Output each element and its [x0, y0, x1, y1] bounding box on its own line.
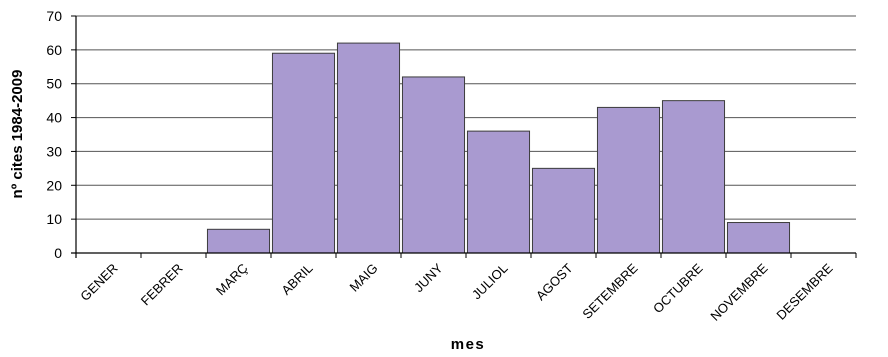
- y-tick-label: 10: [46, 211, 62, 227]
- bar-juny: [401, 76, 466, 254]
- bar-abril: [271, 52, 336, 254]
- bar-juliol: [466, 130, 531, 254]
- x-tick-label: AGOST: [533, 260, 576, 303]
- y-axis-title: nº cites 1984-2009: [9, 70, 26, 199]
- bar-maig: [336, 42, 401, 254]
- x-tick-label: FEBRER: [138, 261, 186, 309]
- x-tick-label: ABRIL: [278, 261, 315, 298]
- x-tick-label: NOVEMBRE: [707, 260, 770, 323]
- x-tick-label: GENER: [77, 261, 120, 304]
- bar-març: [206, 228, 271, 254]
- x-tick-label: SETEMBRE: [579, 260, 640, 321]
- x-tick-labels: GENER FEBRER MARÇ ABRIL MAIG JUNY JULIOL AGOST S…: [77, 260, 836, 323]
- y-tick-label: 50: [46, 76, 62, 92]
- y-tick-label: 20: [46, 177, 62, 193]
- bar-novembre: [726, 222, 791, 254]
- y-tick-label: 30: [46, 143, 62, 159]
- x-tick-label: MARÇ: [213, 261, 251, 299]
- bar-agost: [531, 167, 596, 254]
- x-tick-label: JULIOL: [469, 261, 511, 303]
- y-tick-labels: 0 10 20 30 40 50 60 70: [46, 8, 62, 261]
- axes: [71, 15, 857, 258]
- bar-octubre: [661, 100, 726, 254]
- y-tick-label: 70: [46, 8, 62, 24]
- x-tick-label: JUNY: [411, 260, 446, 295]
- x-axis-title: mes: [451, 336, 486, 353]
- y-tick-label: 0: [54, 245, 62, 261]
- x-tick-label: MAIG: [347, 261, 381, 295]
- bar-setembre: [596, 106, 661, 254]
- y-tick-label: 40: [46, 110, 62, 126]
- x-tick-label: DESEMBRE: [773, 260, 835, 322]
- x-tick-label: OCTUBRE: [650, 260, 706, 316]
- gridlines: [76, 15, 856, 220]
- y-tick-label: 60: [46, 42, 62, 58]
- bars: [206, 42, 791, 254]
